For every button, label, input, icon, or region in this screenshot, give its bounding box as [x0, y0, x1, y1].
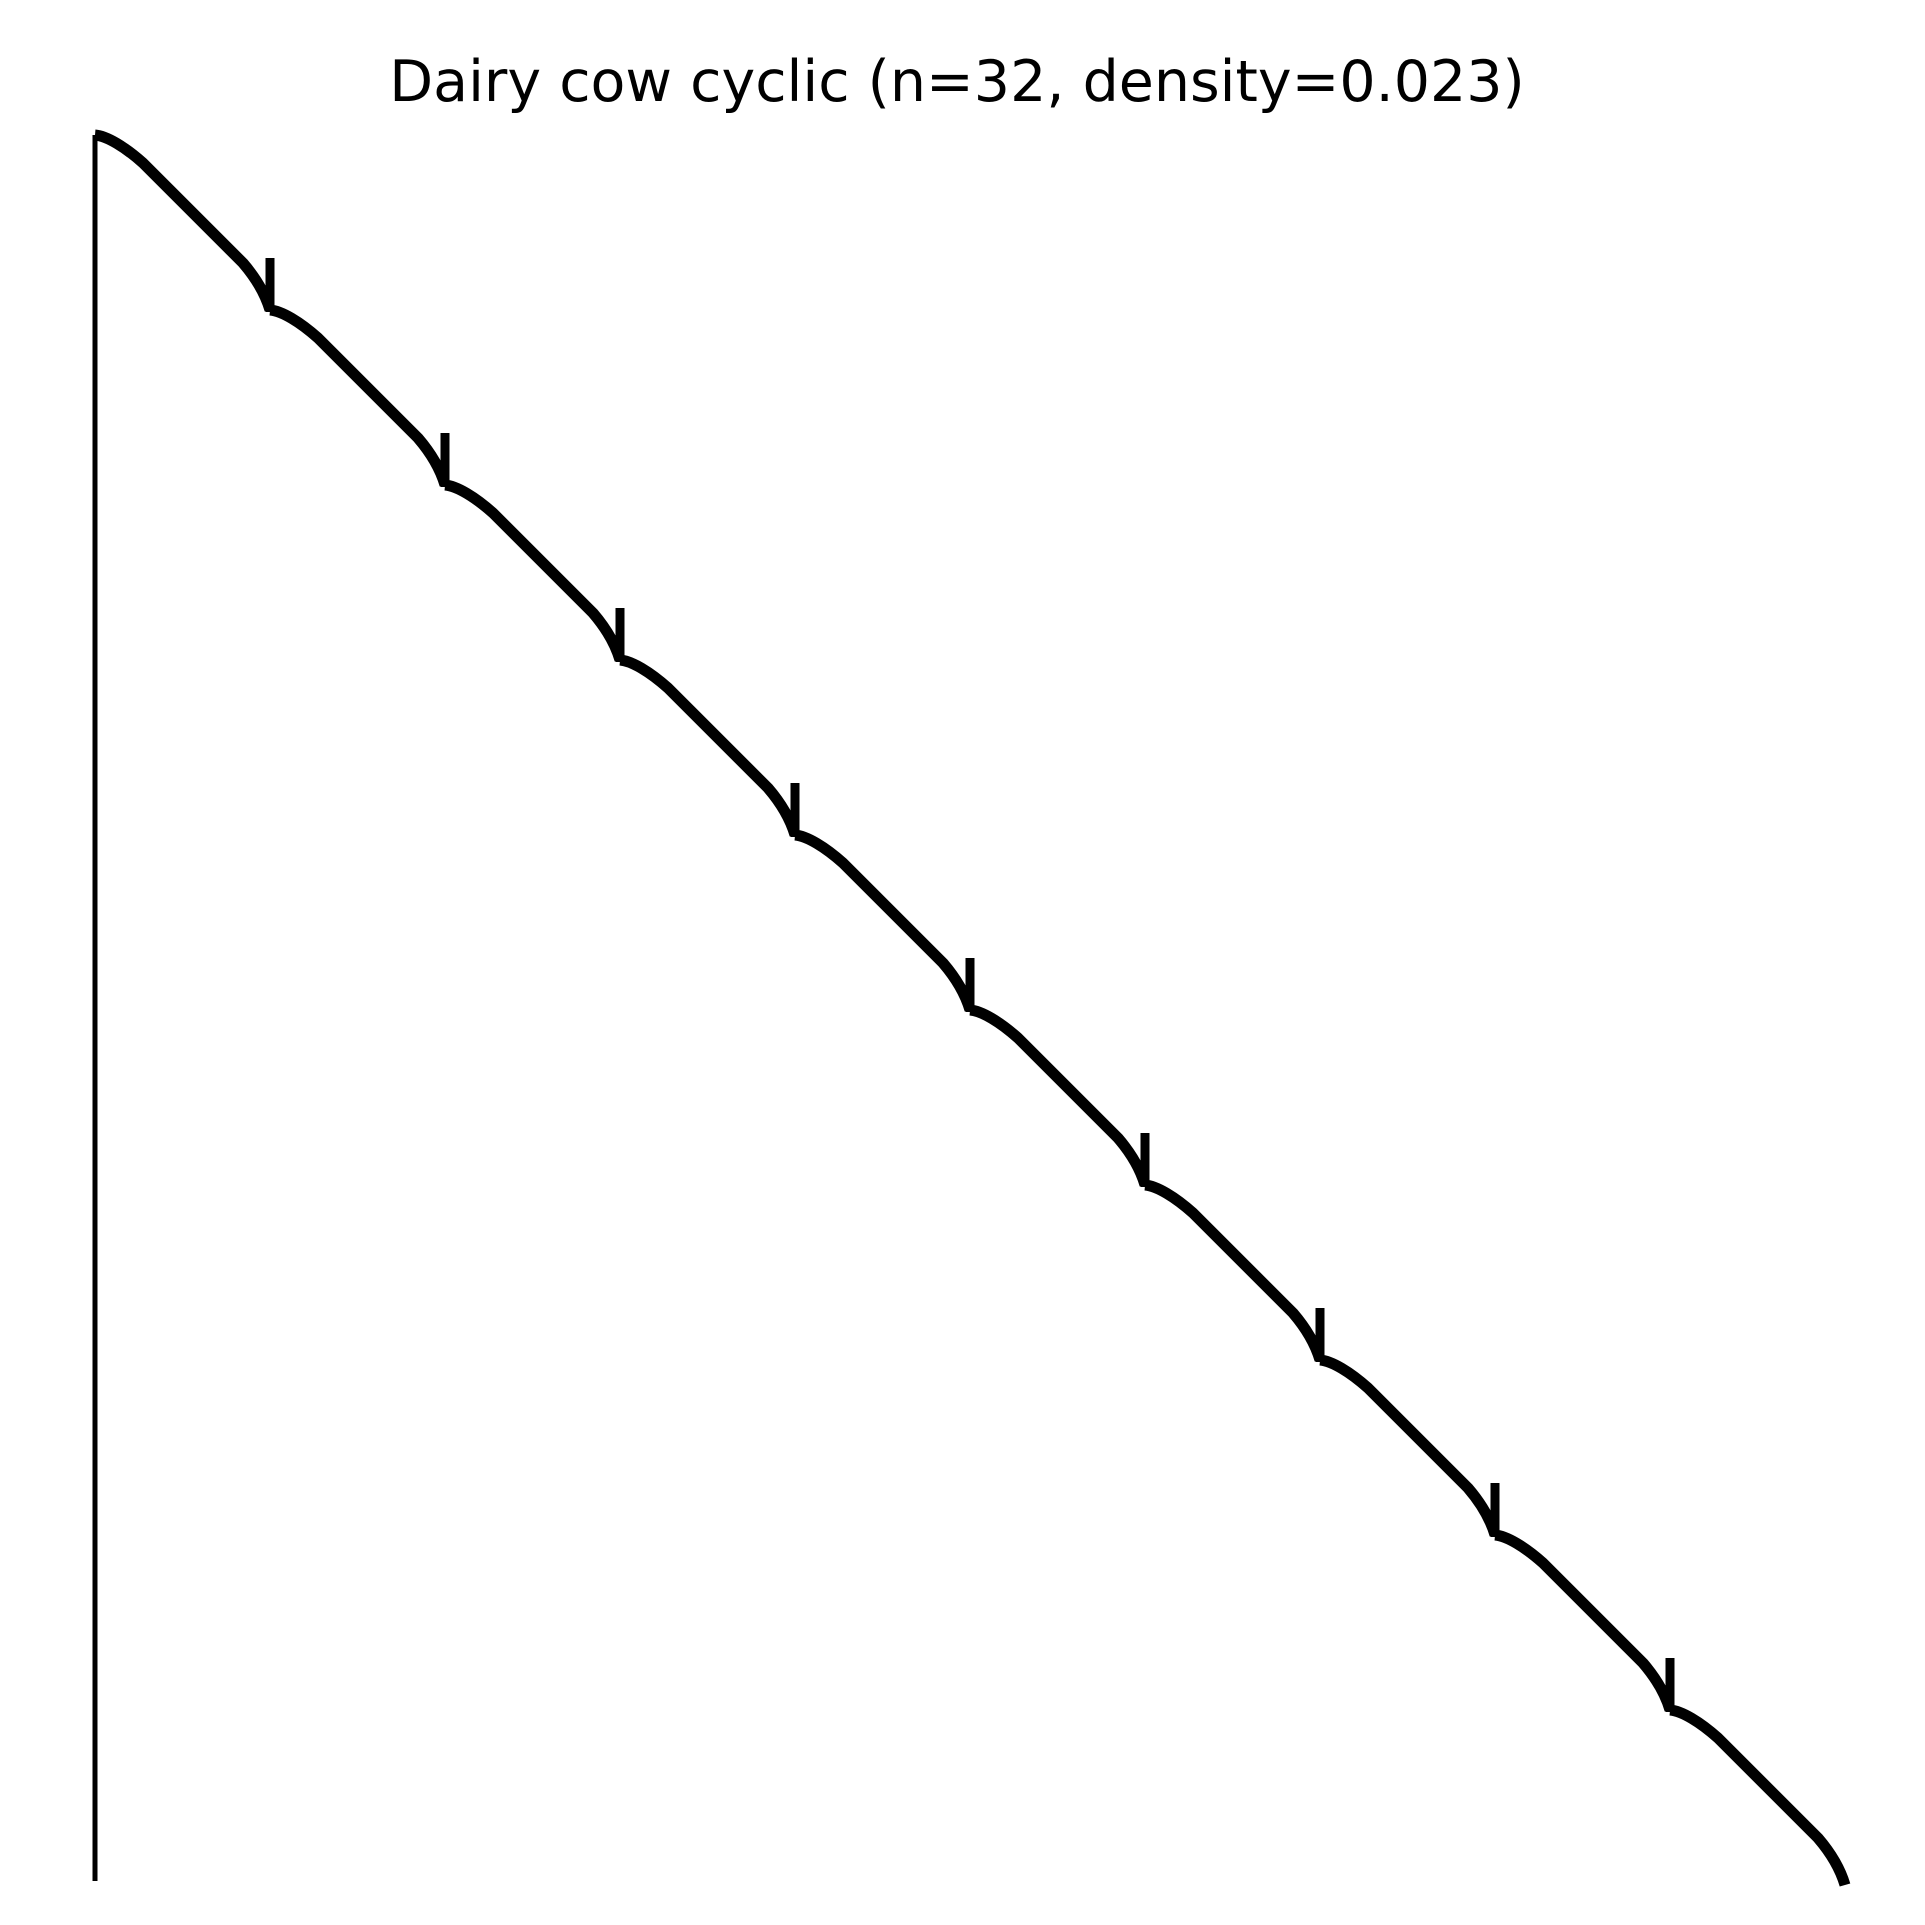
profile-segment	[1669, 1704, 1851, 1887]
profile-segment	[1494, 1529, 1676, 1712]
profile-segment	[444, 479, 626, 662]
profile-segment	[969, 1004, 1151, 1187]
profile-segment	[269, 304, 451, 487]
profile-trace	[94, 129, 1851, 1887]
profile-segment	[794, 829, 976, 1012]
figure-title: Dairy cow cyclic (n=32, density=0.023)	[389, 49, 1525, 115]
profile-segment	[94, 129, 276, 312]
profile-segment	[1319, 1354, 1501, 1537]
profile-segment	[1144, 1179, 1326, 1362]
profile-segment	[619, 654, 801, 837]
